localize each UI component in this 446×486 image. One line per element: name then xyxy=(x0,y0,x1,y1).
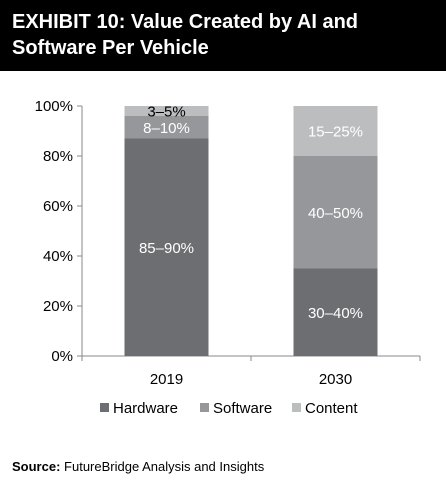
y-tick-label: 40% xyxy=(43,248,73,265)
source-note: Source: FutureBridge Analysis and Insigh… xyxy=(12,459,264,474)
data-label: 85–90% xyxy=(139,240,194,257)
legend-label: Hardware xyxy=(113,400,178,417)
exhibit-title: EXHIBIT 10: Value Created by AI and Soft… xyxy=(12,11,359,59)
legend-swatch-content xyxy=(292,403,301,412)
legend-swatch-hardware xyxy=(100,403,109,412)
bar-segment-software xyxy=(293,156,378,269)
data-label: 3–5% xyxy=(147,104,185,121)
data-label: 15–25% xyxy=(308,124,363,141)
y-tick-label: 20% xyxy=(43,298,73,315)
source-text: FutureBridge Analysis and Insights xyxy=(64,459,265,474)
data-label: 30–40% xyxy=(308,305,363,322)
legend-swatch-software xyxy=(200,403,209,412)
y-tick-label: 100% xyxy=(35,98,73,115)
bar-segment-content xyxy=(293,106,378,156)
data-label: 40–50% xyxy=(308,205,363,222)
exhibit-header: EXHIBIT 10: Value Created by AI and Soft… xyxy=(0,0,446,71)
y-tick-label: 80% xyxy=(43,148,73,165)
source-label: Source: xyxy=(12,459,61,474)
legend-label: Content xyxy=(305,400,358,417)
chart-svg: 0% 20% 40% 60% 80% 100% 85–90% 8–10%3–5% 2019 30–… xyxy=(35,98,421,417)
x-tick-label: 2030 xyxy=(319,371,352,388)
bar-segment-hardware xyxy=(124,138,209,356)
data-label: 8–10% xyxy=(143,120,190,137)
y-tick-label: 0% xyxy=(51,348,73,365)
legend-label: Software xyxy=(213,400,272,417)
x-tick-label: 2019 xyxy=(150,371,183,388)
y-tick-label: 60% xyxy=(43,198,73,215)
bar-segment-content xyxy=(124,106,209,116)
stacked-bar-chart: 0% 20% 40% 60% 80% 100% 85–90% 8–10% 3–5% 2019 30–… xyxy=(0,90,446,430)
bar-segment-hardware xyxy=(293,268,378,356)
bar-segment-software xyxy=(124,116,209,139)
